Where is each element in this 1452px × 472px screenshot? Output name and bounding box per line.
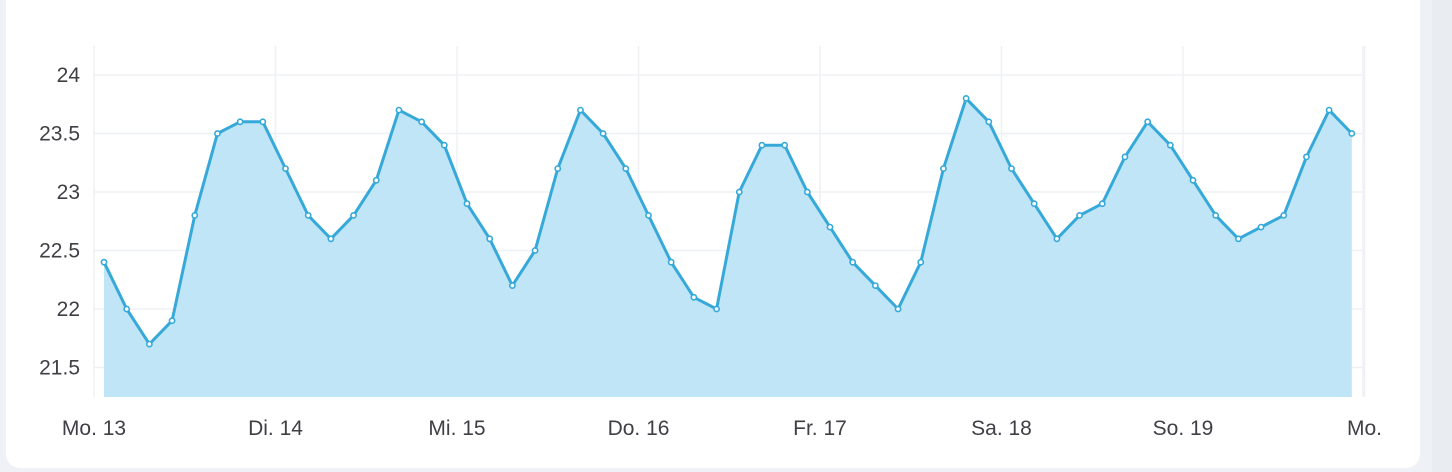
data-point: [577, 106, 584, 114]
y-tick-label: 22.5: [39, 240, 80, 263]
series-line: [102, 96, 1354, 346]
data-point: [145, 340, 153, 348]
data-point: [508, 282, 516, 289]
x-tick-label: Sa. 18: [971, 417, 1032, 440]
y-tick-label: 21.5: [39, 357, 80, 380]
x-tick-label: Do. 16: [608, 417, 670, 440]
x-tick-label: Di. 14: [248, 417, 303, 440]
data-point: [1257, 223, 1265, 231]
data-point: [191, 211, 199, 219]
data-point: [1121, 153, 1129, 161]
data-point: [645, 211, 652, 219]
data-point: [1348, 130, 1356, 137]
data-point: [1008, 165, 1015, 172]
data-point: [440, 141, 448, 149]
data-point: [1166, 141, 1174, 149]
data-point: [781, 141, 789, 149]
data-point: [463, 200, 471, 208]
data-point: [554, 165, 562, 172]
data-point: [214, 130, 221, 137]
data-point: [259, 118, 267, 126]
data-point: [826, 223, 834, 231]
data-point: [1234, 235, 1242, 243]
data-point: [418, 118, 426, 126]
data-point: [236, 118, 244, 126]
data-point: [871, 282, 879, 289]
data-point: [1325, 106, 1333, 114]
data-point: [622, 165, 630, 172]
data-point: [1144, 118, 1152, 126]
data-points-layer: [100, 95, 1356, 348]
data-point: [758, 141, 766, 149]
data-point: [100, 258, 108, 266]
data-point: [985, 118, 993, 126]
data-point: [599, 130, 607, 137]
data-point: [1076, 211, 1083, 219]
area-fill-layer: [104, 98, 1352, 398]
data-point: [1098, 200, 1106, 208]
data-point: [1303, 153, 1310, 161]
y-tick-label: 23.5: [39, 123, 80, 146]
data-point: [1280, 211, 1288, 219]
x-tick-label: Fr. 17: [793, 417, 847, 440]
y-tick-label: 23: [57, 181, 80, 204]
data-point: [1053, 235, 1061, 243]
data-point: [894, 305, 902, 313]
y-tick-label: 22: [57, 298, 80, 321]
x-axis-tick-labels: Mo. 13 Di. 14 Mi. 15 Do. 16 Fr. 17 Sa. 18 So. …: [62, 417, 1382, 440]
data-point: [1030, 200, 1038, 208]
data-point: [940, 165, 947, 172]
data-point: [282, 165, 289, 172]
data-point: [713, 305, 720, 313]
data-point: [304, 211, 312, 219]
x-tick-label: Mo.: [1347, 417, 1382, 440]
y-tick-label: 24: [57, 64, 81, 87]
data-point: [531, 247, 539, 254]
data-point: [962, 95, 970, 102]
data-point: [667, 258, 675, 266]
data-point: [1189, 176, 1197, 184]
data-point: [168, 317, 176, 325]
data-point: [1212, 211, 1220, 219]
x-tick-label: Mo. 13: [62, 417, 126, 440]
data-point: [917, 258, 925, 266]
data-point: [327, 235, 335, 243]
side-panel-edge: [1432, 0, 1452, 472]
data-point: [350, 211, 357, 219]
series-area: [104, 98, 1352, 398]
y-axis-tick-labels: 21.5 22 22.5 23 23.5 24: [39, 64, 80, 380]
data-point: [486, 235, 494, 243]
data-point: [735, 188, 743, 196]
data-point: [803, 188, 811, 196]
data-point: [849, 258, 857, 266]
data-point: [123, 305, 131, 313]
data-point: [372, 176, 380, 184]
x-tick-label: So. 19: [1153, 417, 1214, 440]
data-point: [690, 293, 698, 301]
x-tick-label: Mi. 15: [428, 417, 485, 440]
data-point: [395, 106, 403, 114]
series-line-layer: [102, 96, 1354, 346]
